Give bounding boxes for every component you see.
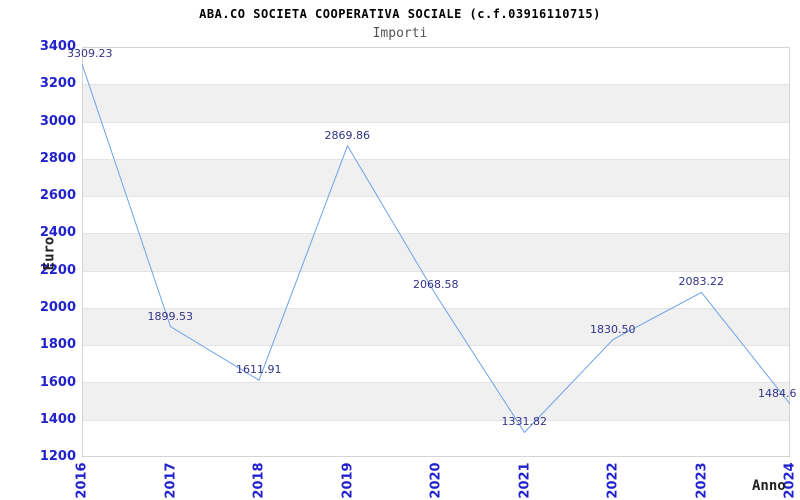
y-tick-label: 1800 — [39, 337, 76, 353]
data-point-label: 1899.53 — [147, 309, 194, 323]
data-point-label: 1830.50 — [590, 322, 636, 336]
grid-band — [83, 307, 789, 346]
y-tick-label: 1600 — [39, 374, 76, 390]
y-tick-label: 3400 — [39, 39, 76, 54]
y-tick-label: 1400 — [39, 411, 76, 427]
x-tick-label: 2016 — [74, 462, 90, 499]
x-tick-label: 2018 — [251, 462, 267, 499]
y-tick-label: 3200 — [39, 76, 76, 92]
y-tick-label: 2200 — [39, 262, 76, 278]
series-line — [82, 63, 790, 434]
data-point-label: 1611.91 — [236, 363, 282, 377]
x-tick-label: 2022 — [605, 462, 621, 499]
grid-band — [83, 84, 789, 122]
gridline — [83, 308, 789, 309]
data-point-label: 1331.82 — [501, 415, 548, 429]
x-tick-label: 2017 — [163, 462, 178, 499]
y-tick-label: 2000 — [39, 299, 76, 315]
gridline — [83, 271, 789, 272]
y-tick-label: 2400 — [39, 225, 76, 241]
y-axis-title: Euro — [41, 236, 58, 271]
x-tick-label: 2023 — [694, 462, 709, 499]
gridline — [83, 84, 789, 85]
data-point-label: 2869.86 — [324, 128, 371, 142]
x-tick-label: 2019 — [340, 462, 355, 499]
gridline — [83, 159, 789, 160]
data-point-label: 3309.23 — [67, 46, 113, 60]
gridline — [83, 233, 789, 234]
x-tick-label: 2021 — [517, 462, 532, 499]
y-tick-label: 2600 — [39, 188, 76, 204]
x-axis-title: Anno — [752, 478, 786, 494]
gridline — [83, 196, 789, 197]
chart-subtitle: Importi — [372, 26, 428, 41]
gridline — [83, 382, 789, 383]
y-tick-label: 2800 — [39, 150, 76, 166]
data-point-label: 2083.22 — [678, 275, 725, 289]
x-tick-label: 2020 — [428, 462, 444, 499]
chart-title: ABA.CO SOCIETA COOPERATIVA SOCIALE (c.f.… — [199, 7, 601, 21]
grid-band — [83, 382, 789, 420]
y-tick-label: 1200 — [39, 449, 76, 464]
gridline — [83, 345, 789, 346]
data-point-label: 1484.6 — [758, 387, 797, 400]
grid-band — [83, 158, 789, 197]
gridline — [83, 420, 789, 421]
grid-band — [83, 233, 789, 271]
y-tick-label: 3000 — [39, 113, 76, 129]
gridline — [83, 122, 789, 123]
data-point-label: 2068.58 — [413, 278, 459, 292]
